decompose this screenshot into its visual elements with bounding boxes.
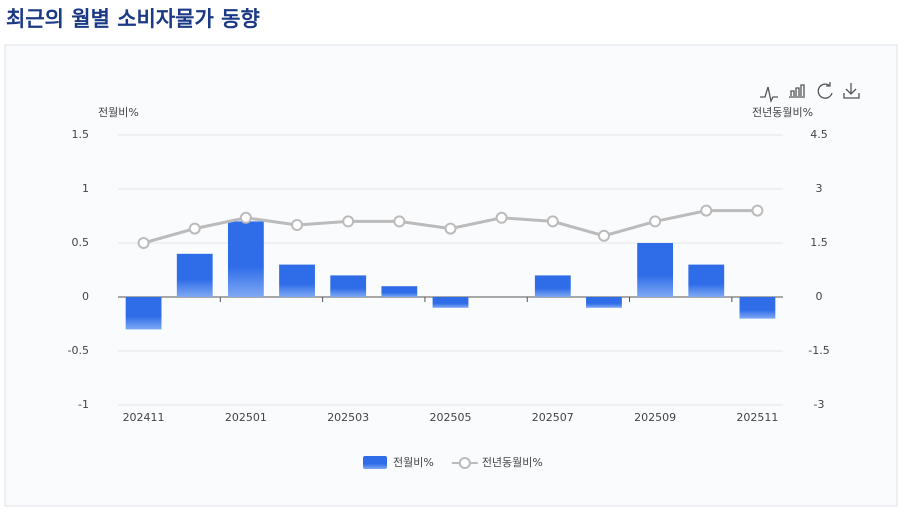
chart-panel: [4, 44, 898, 507]
y-tick-label: -0.5: [68, 344, 89, 357]
bar: [330, 275, 367, 297]
legend-swatch: [458, 457, 471, 469]
y2-tick-label: 4.5: [810, 128, 828, 141]
chart-title: 최근의 월별 소비자물가 동향: [6, 7, 260, 31]
bar: [279, 264, 315, 297]
bar: [176, 253, 213, 297]
y-axis-title: 전월비%: [98, 106, 139, 119]
line-marker: [649, 215, 662, 228]
y-tick-label: 1: [82, 182, 89, 195]
legend-label: 전월비%: [393, 456, 434, 469]
y2-tick-label: 3: [816, 182, 823, 195]
line-marker: [342, 215, 355, 228]
x-tick-label: 202507: [532, 411, 574, 424]
bar: [739, 297, 776, 319]
y2-tick-label: 0: [816, 290, 823, 303]
x-tick-label: 202511: [736, 411, 778, 424]
line-marker: [495, 211, 508, 224]
line-marker: [239, 211, 252, 224]
bar-icon[interactable]: [789, 84, 805, 98]
bar: [586, 297, 622, 308]
line-marker: [751, 204, 764, 217]
y2-tick-label: -1.5: [808, 344, 829, 357]
line-marker: [597, 229, 610, 242]
bar: [637, 243, 674, 297]
legend-swatch: [363, 456, 387, 469]
line-marker: [188, 222, 201, 235]
toolbar: [760, 82, 860, 103]
y-tick-label: -1: [78, 398, 89, 411]
line-marker: [444, 222, 457, 235]
x-tick-label: 202509: [634, 411, 676, 424]
x-tick-label: 202411: [123, 411, 165, 424]
y2-tick-label: 1.5: [810, 236, 828, 249]
line-icon[interactable]: [760, 86, 778, 103]
x-tick-label: 202505: [430, 411, 472, 424]
y2-axis-title: 전년동월비%: [752, 106, 813, 119]
line-marker: [546, 215, 559, 228]
line-marker: [137, 237, 150, 249]
bar: [227, 221, 264, 297]
line-marker: [291, 219, 304, 231]
x-tick-label: 202501: [225, 411, 267, 424]
x-tick-label: 202503: [327, 411, 369, 424]
line-marker: [393, 215, 406, 228]
y-tick-label: 1.5: [72, 128, 90, 141]
bar: [125, 297, 162, 330]
legend-label: 전년동월비%: [482, 456, 543, 469]
y-tick-label: 0.5: [72, 236, 90, 249]
bar: [432, 297, 469, 308]
bar: [381, 286, 418, 297]
y-tick-label: 0: [82, 290, 89, 303]
bar: [688, 264, 725, 297]
y2-tick-label: -3: [814, 398, 825, 411]
line-marker: [700, 204, 713, 217]
bar: [534, 275, 571, 297]
refresh-icon[interactable]: [817, 82, 833, 99]
download-icon[interactable]: [843, 83, 860, 99]
